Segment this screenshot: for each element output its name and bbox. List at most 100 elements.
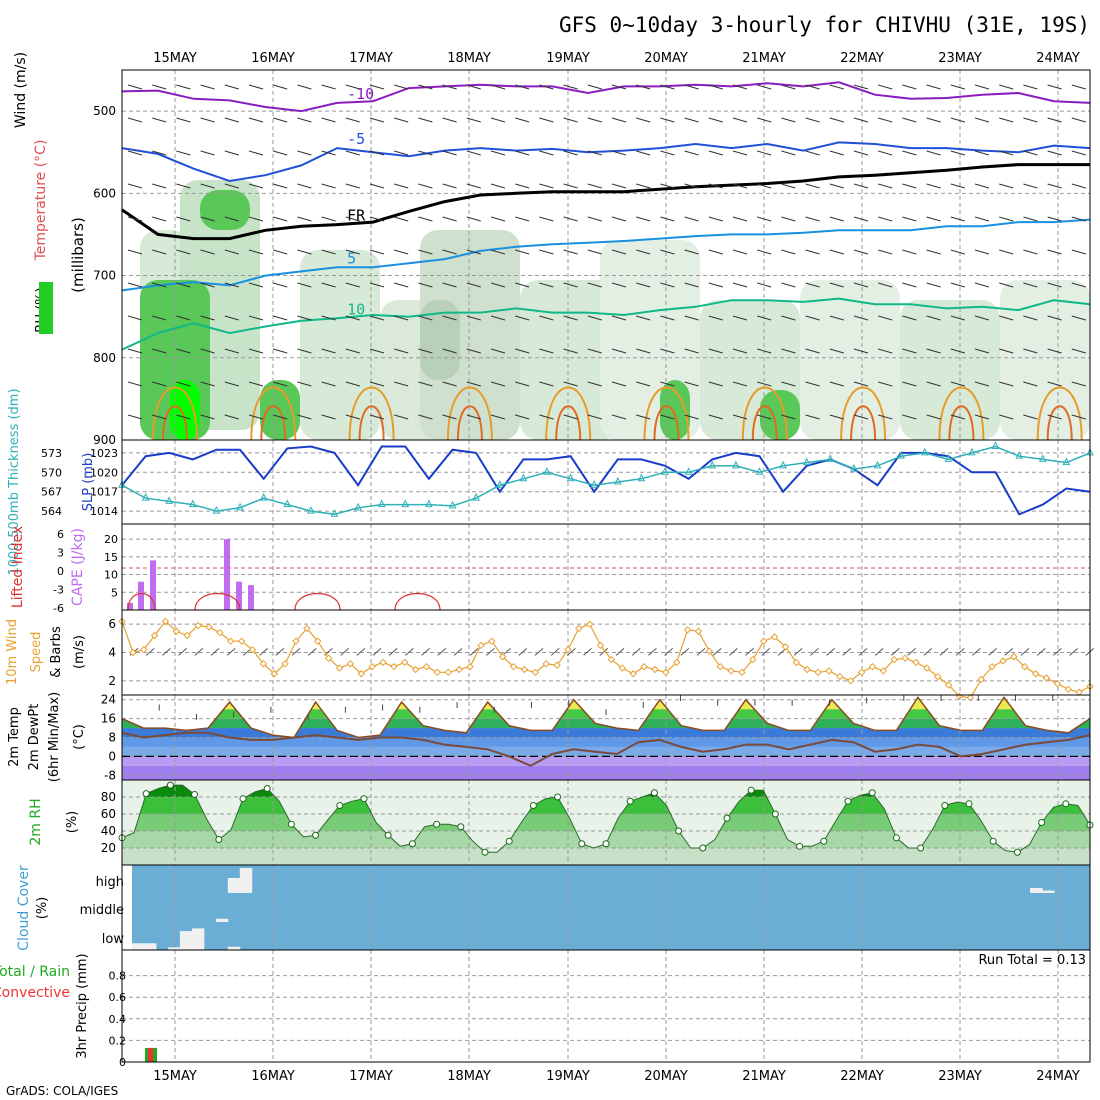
wind-speed-marker [857, 668, 866, 677]
isotherm-20 [850, 405, 877, 441]
rh-marker [384, 831, 392, 839]
wind-barb [636, 117, 651, 123]
isotherm-label: FR [347, 207, 366, 225]
wind-barb [502, 647, 511, 656]
wind-barb [515, 150, 530, 156]
rh-marker [989, 837, 997, 845]
wind-barb [999, 249, 1014, 255]
wind-barb [680, 647, 690, 656]
wind-barb [902, 183, 917, 189]
label-10m-wind: 10m Wind [5, 619, 20, 685]
wind-barb [466, 216, 481, 222]
wind-barb [781, 117, 796, 123]
wind-barb [781, 150, 796, 156]
wind-barb [152, 117, 167, 123]
rh-shading [520, 280, 620, 440]
wind-barb [321, 381, 336, 387]
wind-barb [636, 216, 651, 222]
wind-speed-marker [455, 665, 463, 674]
thickness-marker [826, 454, 835, 462]
wind-barb [297, 249, 312, 255]
wind-barb [926, 348, 941, 354]
cloud-low-bar [132, 943, 145, 950]
wind-barb [1071, 381, 1086, 387]
wind-barb [534, 647, 544, 656]
wind-speed-marker [194, 621, 202, 630]
temp-band [122, 765, 1090, 780]
rh-marker [626, 797, 634, 805]
wind-barb [761, 647, 771, 656]
wind-barb [248, 348, 264, 354]
wind-barb [1047, 414, 1062, 420]
wind-barb [176, 414, 191, 420]
wind-barb [394, 216, 409, 222]
rh-shading [170, 380, 200, 440]
wind-barb [176, 249, 191, 255]
wind-barb [853, 315, 869, 321]
wind-speed-marker [357, 670, 365, 678]
wind-barb [926, 249, 941, 255]
precip-convective-bar [148, 1047, 153, 1062]
wind-barb [1023, 249, 1038, 255]
wind-speed-marker [966, 694, 975, 702]
wind-barb [781, 348, 796, 354]
wind-barb [248, 117, 264, 123]
cloud-low-bar [167, 947, 181, 950]
wind-barb [563, 249, 578, 255]
wind-barb [490, 414, 506, 420]
wind-barb [708, 315, 723, 321]
wind-speed-marker [248, 645, 257, 654]
temp-tick: 8 [108, 731, 116, 745]
cape-bar [138, 581, 144, 610]
wind-barb [878, 84, 893, 90]
lifted-tick: 3 [57, 547, 64, 560]
wind-barb [563, 282, 578, 288]
wind-barb [757, 381, 772, 387]
wind-speed-marker [1053, 679, 1062, 688]
wind-speed-marker [1064, 685, 1072, 694]
wind-barb [805, 381, 820, 387]
wind-barb [829, 216, 844, 222]
wind-barb [563, 414, 578, 420]
wind-speed-marker [923, 664, 931, 672]
wind-barb [1047, 84, 1062, 90]
wind-barb [853, 414, 869, 420]
wind-barb [321, 282, 336, 288]
wind-speed-marker [683, 626, 692, 634]
thickness-marker [779, 460, 787, 469]
wind-barb [1071, 249, 1086, 255]
wind-barb [563, 216, 578, 222]
rh-marker [554, 793, 562, 801]
rh-marker [336, 802, 344, 809]
wind-barb [518, 647, 528, 656]
wind-barb [200, 216, 215, 222]
wind-speed-marker [1010, 653, 1018, 661]
cloud-low-bar [143, 943, 157, 950]
wind-barb [999, 150, 1014, 156]
wind-barb [539, 249, 554, 255]
cape-tick: 15 [104, 551, 118, 564]
wind-barb [955, 647, 965, 656]
wind-barb [587, 414, 602, 420]
wind-barb [515, 117, 530, 123]
wind-barb [394, 183, 409, 189]
wind-barb [950, 348, 965, 354]
wind-barb [587, 249, 602, 255]
wind-barb [805, 84, 820, 90]
wind-barb [345, 150, 360, 156]
wind-speed-marker [760, 637, 768, 645]
cloud-middle-bar [215, 918, 229, 922]
wind-barb [388, 647, 398, 656]
wind-speed-marker [879, 667, 888, 675]
wind-barb [273, 183, 288, 189]
wind-barb [757, 150, 772, 156]
wind-barb [466, 315, 481, 321]
wind-barb [684, 183, 699, 189]
wind-barb [950, 315, 965, 321]
label-cape: CAPE (J/kg) [70, 528, 86, 606]
rh-marker [771, 810, 779, 818]
wind-barb [273, 84, 288, 90]
cape-bar [150, 560, 156, 610]
wind-speed-marker [770, 633, 779, 641]
